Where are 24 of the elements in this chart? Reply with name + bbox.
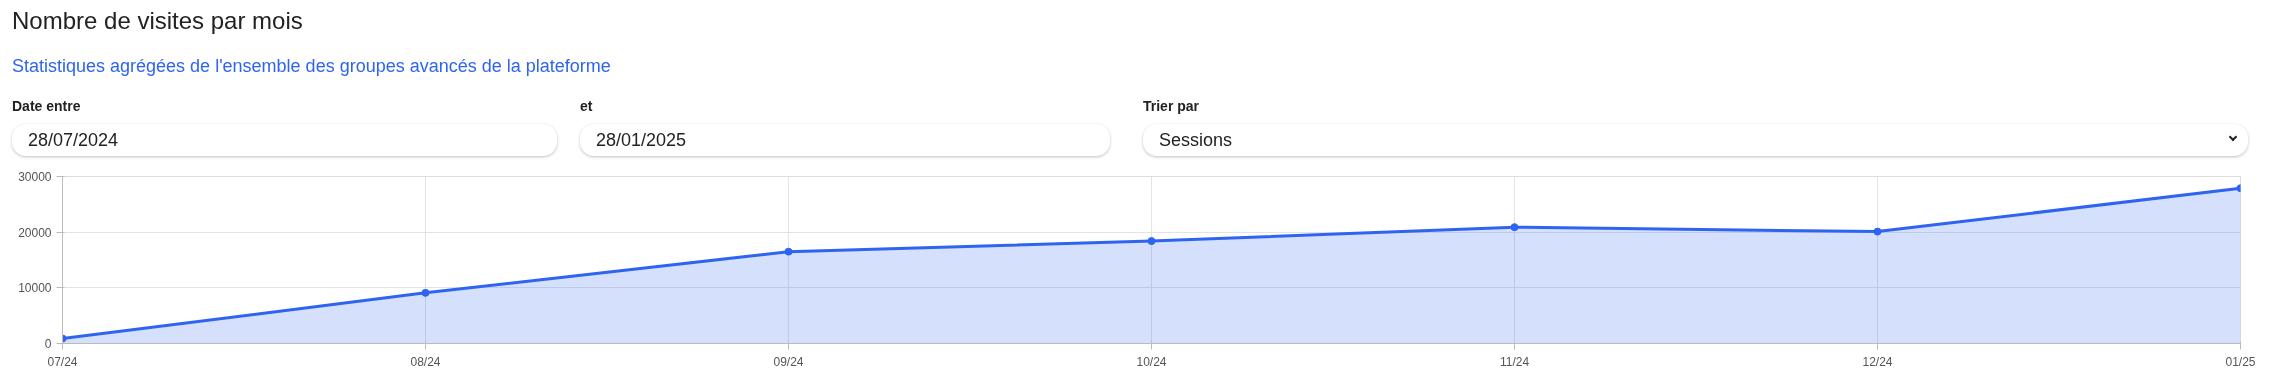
point bbox=[421, 288, 430, 297]
point bbox=[784, 247, 793, 256]
y-tick-label: 10000 bbox=[18, 281, 52, 296]
text: 28/01/2025 bbox=[580, 123, 1110, 156]
text: Sessions bbox=[1143, 123, 2248, 156]
chart-title: Nombre de visites par mois bbox=[12, 6, 304, 36]
text: et bbox=[580, 97, 594, 116]
y-tick-label: 20000 bbox=[18, 225, 52, 240]
text: Date entre bbox=[12, 97, 82, 116]
y-tick-label: 30000 bbox=[18, 170, 52, 184]
x-tick-label: 07/24 bbox=[47, 354, 78, 369]
y-tick-label: 0 bbox=[44, 337, 52, 351]
x-tick-label: 08/24 bbox=[410, 354, 441, 369]
x-tick-label: 10/24 bbox=[1136, 354, 1167, 369]
x-tick-label: 09/24 bbox=[773, 354, 804, 369]
x-tick-label: 11/24 bbox=[1499, 354, 1530, 369]
text: Trier par bbox=[1143, 97, 1201, 116]
point bbox=[1873, 227, 1882, 236]
x-tick-label: 12/24 bbox=[1862, 354, 1893, 369]
point bbox=[1147, 237, 1156, 246]
x-tick-label: 01/25 bbox=[2225, 354, 2256, 369]
chart-subtitle: Statistiques agrégées de l'ensemble des groupes avancés de la plateforme bbox=[12, 55, 612, 79]
text: 28/07/2024 bbox=[12, 123, 557, 156]
point bbox=[1510, 223, 1519, 232]
